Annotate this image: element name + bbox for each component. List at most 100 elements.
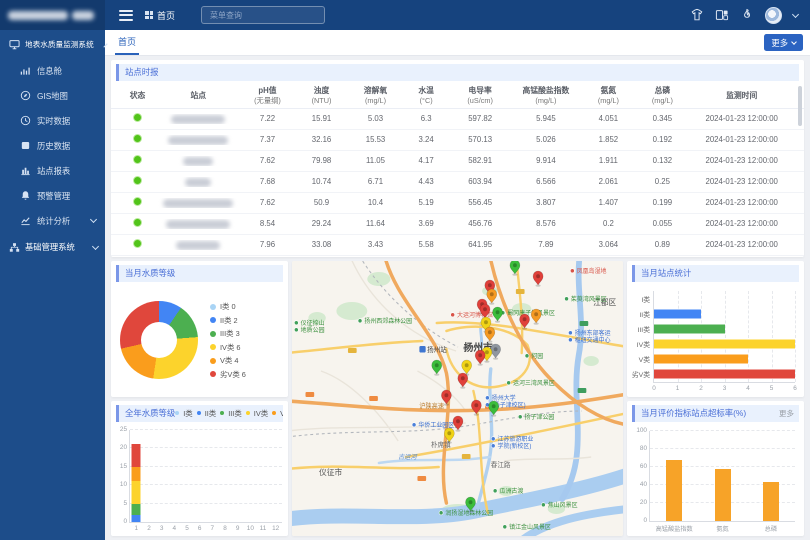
monitor-icon <box>9 39 20 50</box>
table-row[interactable]: 7.9633.083.435.58641.957.893.0640.892024… <box>111 235 804 256</box>
bar-segment-II类 <box>132 515 141 522</box>
legend-swatch <box>210 304 216 310</box>
cell-cond: 556.45 <box>450 198 511 207</box>
bar-segment-V类 <box>132 467 141 482</box>
poi-dot-icon <box>503 525 507 529</box>
legend-swatch <box>210 344 216 350</box>
bar-segment-III类 <box>132 504 141 515</box>
screen-split-icon[interactable] <box>715 8 729 22</box>
cell-temp: 4.17 <box>403 156 450 165</box>
category-label: I类 <box>641 294 650 304</box>
stacked-bar <box>271 430 280 523</box>
x-tick-label: 10 <box>247 525 254 532</box>
station-badge-icon <box>419 346 425 353</box>
stacked-bar <box>208 430 217 523</box>
column-header-cond: 电导率(uS/cm) <box>450 86 511 105</box>
table-row[interactable]: 7.6279.9811.054.17582.919.9141.9110.1322… <box>111 151 804 172</box>
legend-label: I类 <box>183 405 192 422</box>
gis-map[interactable]: 扬州市仪征市江都区扬州站仪征捺山地质公园扬州西郊森林公园茱萸湾风景区蜀冈唐子城风… <box>292 261 623 536</box>
table-row[interactable]: 7.6810.746.714.43603.946.5662.0610.25202… <box>111 172 804 193</box>
card-title-monthly-station: 当月站点统计 <box>632 265 799 282</box>
sidebar-item-surface-water-system[interactable]: 地表水质量监测系统 <box>0 30 105 58</box>
sidebar-item-1[interactable]: 信息舱 <box>0 58 105 83</box>
sidebar-item-7[interactable]: 统计分析 <box>0 208 105 233</box>
table-scrollbar[interactable] <box>798 86 802 126</box>
sidebar-item-2[interactable]: GIS地图 <box>0 83 105 108</box>
sitemap-icon <box>9 242 20 253</box>
sidebar-item-base-system[interactable]: 基础管理系统 <box>0 233 105 261</box>
sidebar-item-4[interactable]: 历史数据 <box>0 133 105 158</box>
map-canvas[interactable]: 扬州市仪征市江都区扬州站仪征捺山地质公园扬州西郊森林公园茱萸湾风景区蜀冈唐子城风… <box>292 261 623 536</box>
legend-item: 劣V类 6 <box>210 367 246 381</box>
table-row[interactable]: 7.2215.915.036.3597.825.9454.0510.345202… <box>111 109 804 130</box>
status-dot <box>133 176 142 185</box>
breadcrumb-home[interactable]: 首页 <box>157 9 175 22</box>
poi-dot-icon <box>491 437 495 441</box>
caret-down-icon[interactable] <box>792 10 799 17</box>
more-link[interactable]: 更多 <box>779 405 794 422</box>
legend-item: IV类 <box>246 405 268 422</box>
x-tick-label: 1 <box>135 525 139 532</box>
line-chart-icon <box>20 215 31 226</box>
user-avatar[interactable] <box>765 7 782 24</box>
legend-swatch <box>175 411 179 415</box>
poi-dot-icon <box>439 511 443 515</box>
cell-cond: 603.94 <box>450 177 511 186</box>
cell-time: 2024-01-23 12:00:00 <box>689 240 794 249</box>
table-row[interactable]: 7.3732.1615.533.24570.135.0261.8520.1922… <box>111 130 804 151</box>
gridline <box>772 291 773 382</box>
station-count-hbar-chart: 0123456I类II类III类IV类V类劣V类 <box>627 284 804 397</box>
annual-stacked-chart: 0510152025123456789101112 <box>111 424 288 537</box>
gridline <box>701 291 702 382</box>
more-button[interactable]: 更多 <box>764 34 803 51</box>
x-tick-label: 5 <box>185 525 189 532</box>
table-row[interactable]: 8.5429.2411.643.69456.768.5760.20.055202… <box>111 214 804 235</box>
breadcrumb[interactable]: 首页 <box>145 9 175 22</box>
skin-theme-icon[interactable] <box>690 8 704 22</box>
gridline <box>650 430 795 431</box>
cell-cond: 456.76 <box>450 219 511 228</box>
column-header-temp: 水温(°C) <box>403 86 450 105</box>
logo-redacted <box>8 11 68 20</box>
stacked-bar <box>246 430 255 523</box>
legend-label: II类 2 <box>220 315 238 326</box>
x-tick-label: 氨氮 <box>716 524 728 533</box>
map-label: 学院(新校区) <box>498 442 532 450</box>
map-label: 凤凰岛湿地 <box>577 267 607 275</box>
app-logo <box>0 0 105 30</box>
flame-icon[interactable] <box>740 8 754 22</box>
sidebar-item-3[interactable]: 实时数据 <box>0 108 105 133</box>
annual-legend: I类II类III类IV类V类劣V类 <box>175 405 283 422</box>
column-header-station: 站点 <box>156 91 240 101</box>
cell-codmn: 9.914 <box>511 156 582 165</box>
legend-label: 劣V类 6 <box>220 369 246 380</box>
cell-temp: 4.43 <box>403 177 450 186</box>
sidebar-item-6[interactable]: 预警管理 <box>0 183 105 208</box>
cell-time: 2024-01-23 12:00:00 <box>689 219 794 228</box>
menu-toggle-icon[interactable] <box>119 10 133 21</box>
history-icon <box>20 140 31 151</box>
station-name-redacted <box>176 241 220 250</box>
station-name-redacted <box>171 115 225 124</box>
grid-icon <box>145 11 153 19</box>
y-tick-label: 20 <box>120 444 127 451</box>
bar-III类 <box>654 324 725 333</box>
legend-item: V类 <box>272 405 283 422</box>
y-tick-label: 25 <box>120 426 127 433</box>
map-label: 何园 <box>531 352 543 360</box>
x-tick-label: 5 <box>770 385 774 392</box>
chevron-down-icon <box>90 216 97 223</box>
menu-search-input[interactable] <box>210 11 320 20</box>
x-tick-label: 2 <box>699 385 703 392</box>
column-header-tp: 总磷(mg/L) <box>635 86 689 105</box>
table-row[interactable]: 7.6250.910.45.19556.453.8071.4070.199202… <box>111 193 804 214</box>
right-column: 当月站点统计 0123456I类II类III类IV类V类劣V类 当月评价指标站点… <box>627 261 804 536</box>
cell-nh3n: 1.852 <box>581 135 635 144</box>
tab-home[interactable]: 首页 <box>115 35 139 55</box>
sidebar-item-5[interactable]: 站点报表 <box>0 158 105 183</box>
cell-ph: 7.96 <box>241 240 295 249</box>
sidebar: 地表水质量监测系统 信息舱GIS地图实时数据历史数据站点报表预警管理统计分析 基… <box>0 30 105 540</box>
donut-ring <box>120 301 198 379</box>
status-dot <box>133 239 142 248</box>
menu-search-box[interactable] <box>201 6 325 24</box>
